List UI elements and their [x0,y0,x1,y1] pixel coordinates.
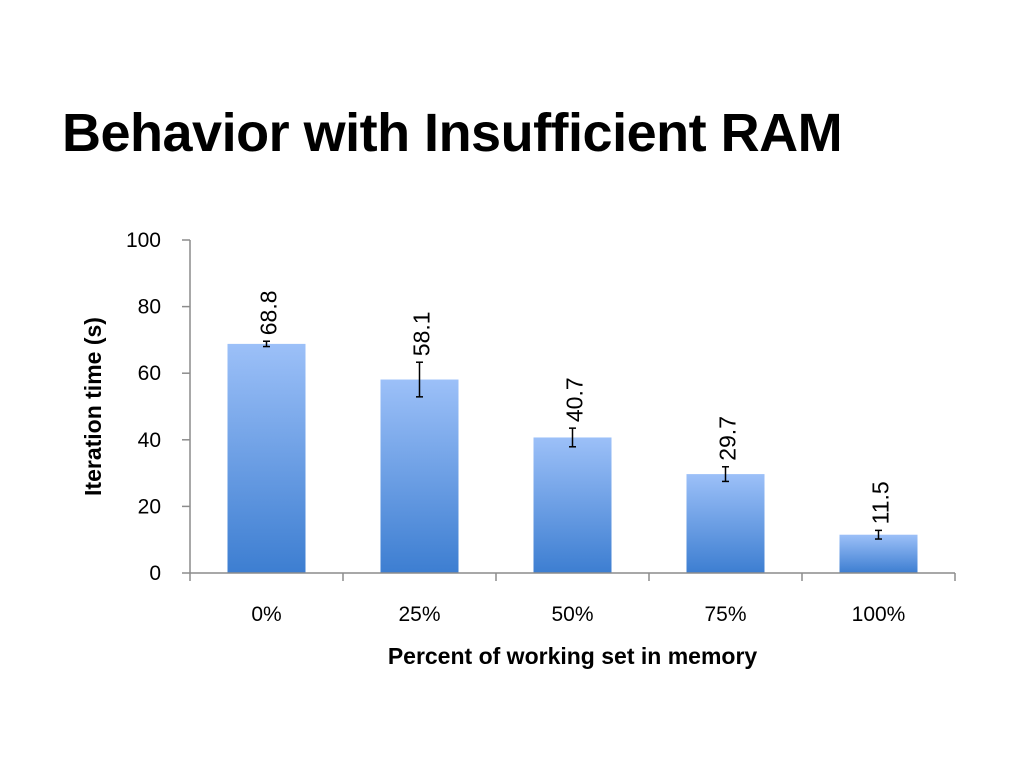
data-label: 29.7 [715,416,741,461]
x-axis-title: Percent of working set in memory [388,643,758,669]
data-label: 68.8 [256,290,282,335]
x-tick-label: 25% [398,603,440,626]
bar-75pct [686,474,765,573]
bar-0pct [227,343,306,573]
data-label: 40.7 [562,377,588,422]
y-axis-title: Iteration time (s) [80,317,106,496]
y-tick-label: 60 [138,362,161,385]
bar-100pct [839,534,918,573]
y-tick-label: 100 [126,229,161,252]
error-bar [569,427,576,448]
x-tick-label: 100% [852,603,906,626]
error-bar [263,340,270,348]
bar-50pct [533,437,612,573]
data-label: 58.1 [409,311,435,356]
y-tick-label: 20 [138,495,161,518]
data-label: 11.5 [868,481,894,524]
x-tick-label: 50% [551,603,593,626]
error-bar [722,466,729,483]
slide-title: Behavior with Insufficient RAM [62,103,843,163]
y-tick-label: 80 [138,296,161,319]
error-bar [416,361,423,398]
x-tick-label: 0% [251,603,281,626]
x-tick-label: 75% [704,603,746,626]
bar-25pct [380,379,459,573]
y-tick-label: 40 [138,429,161,452]
error-bar [875,529,882,540]
y-tick-label: 0 [149,562,161,585]
